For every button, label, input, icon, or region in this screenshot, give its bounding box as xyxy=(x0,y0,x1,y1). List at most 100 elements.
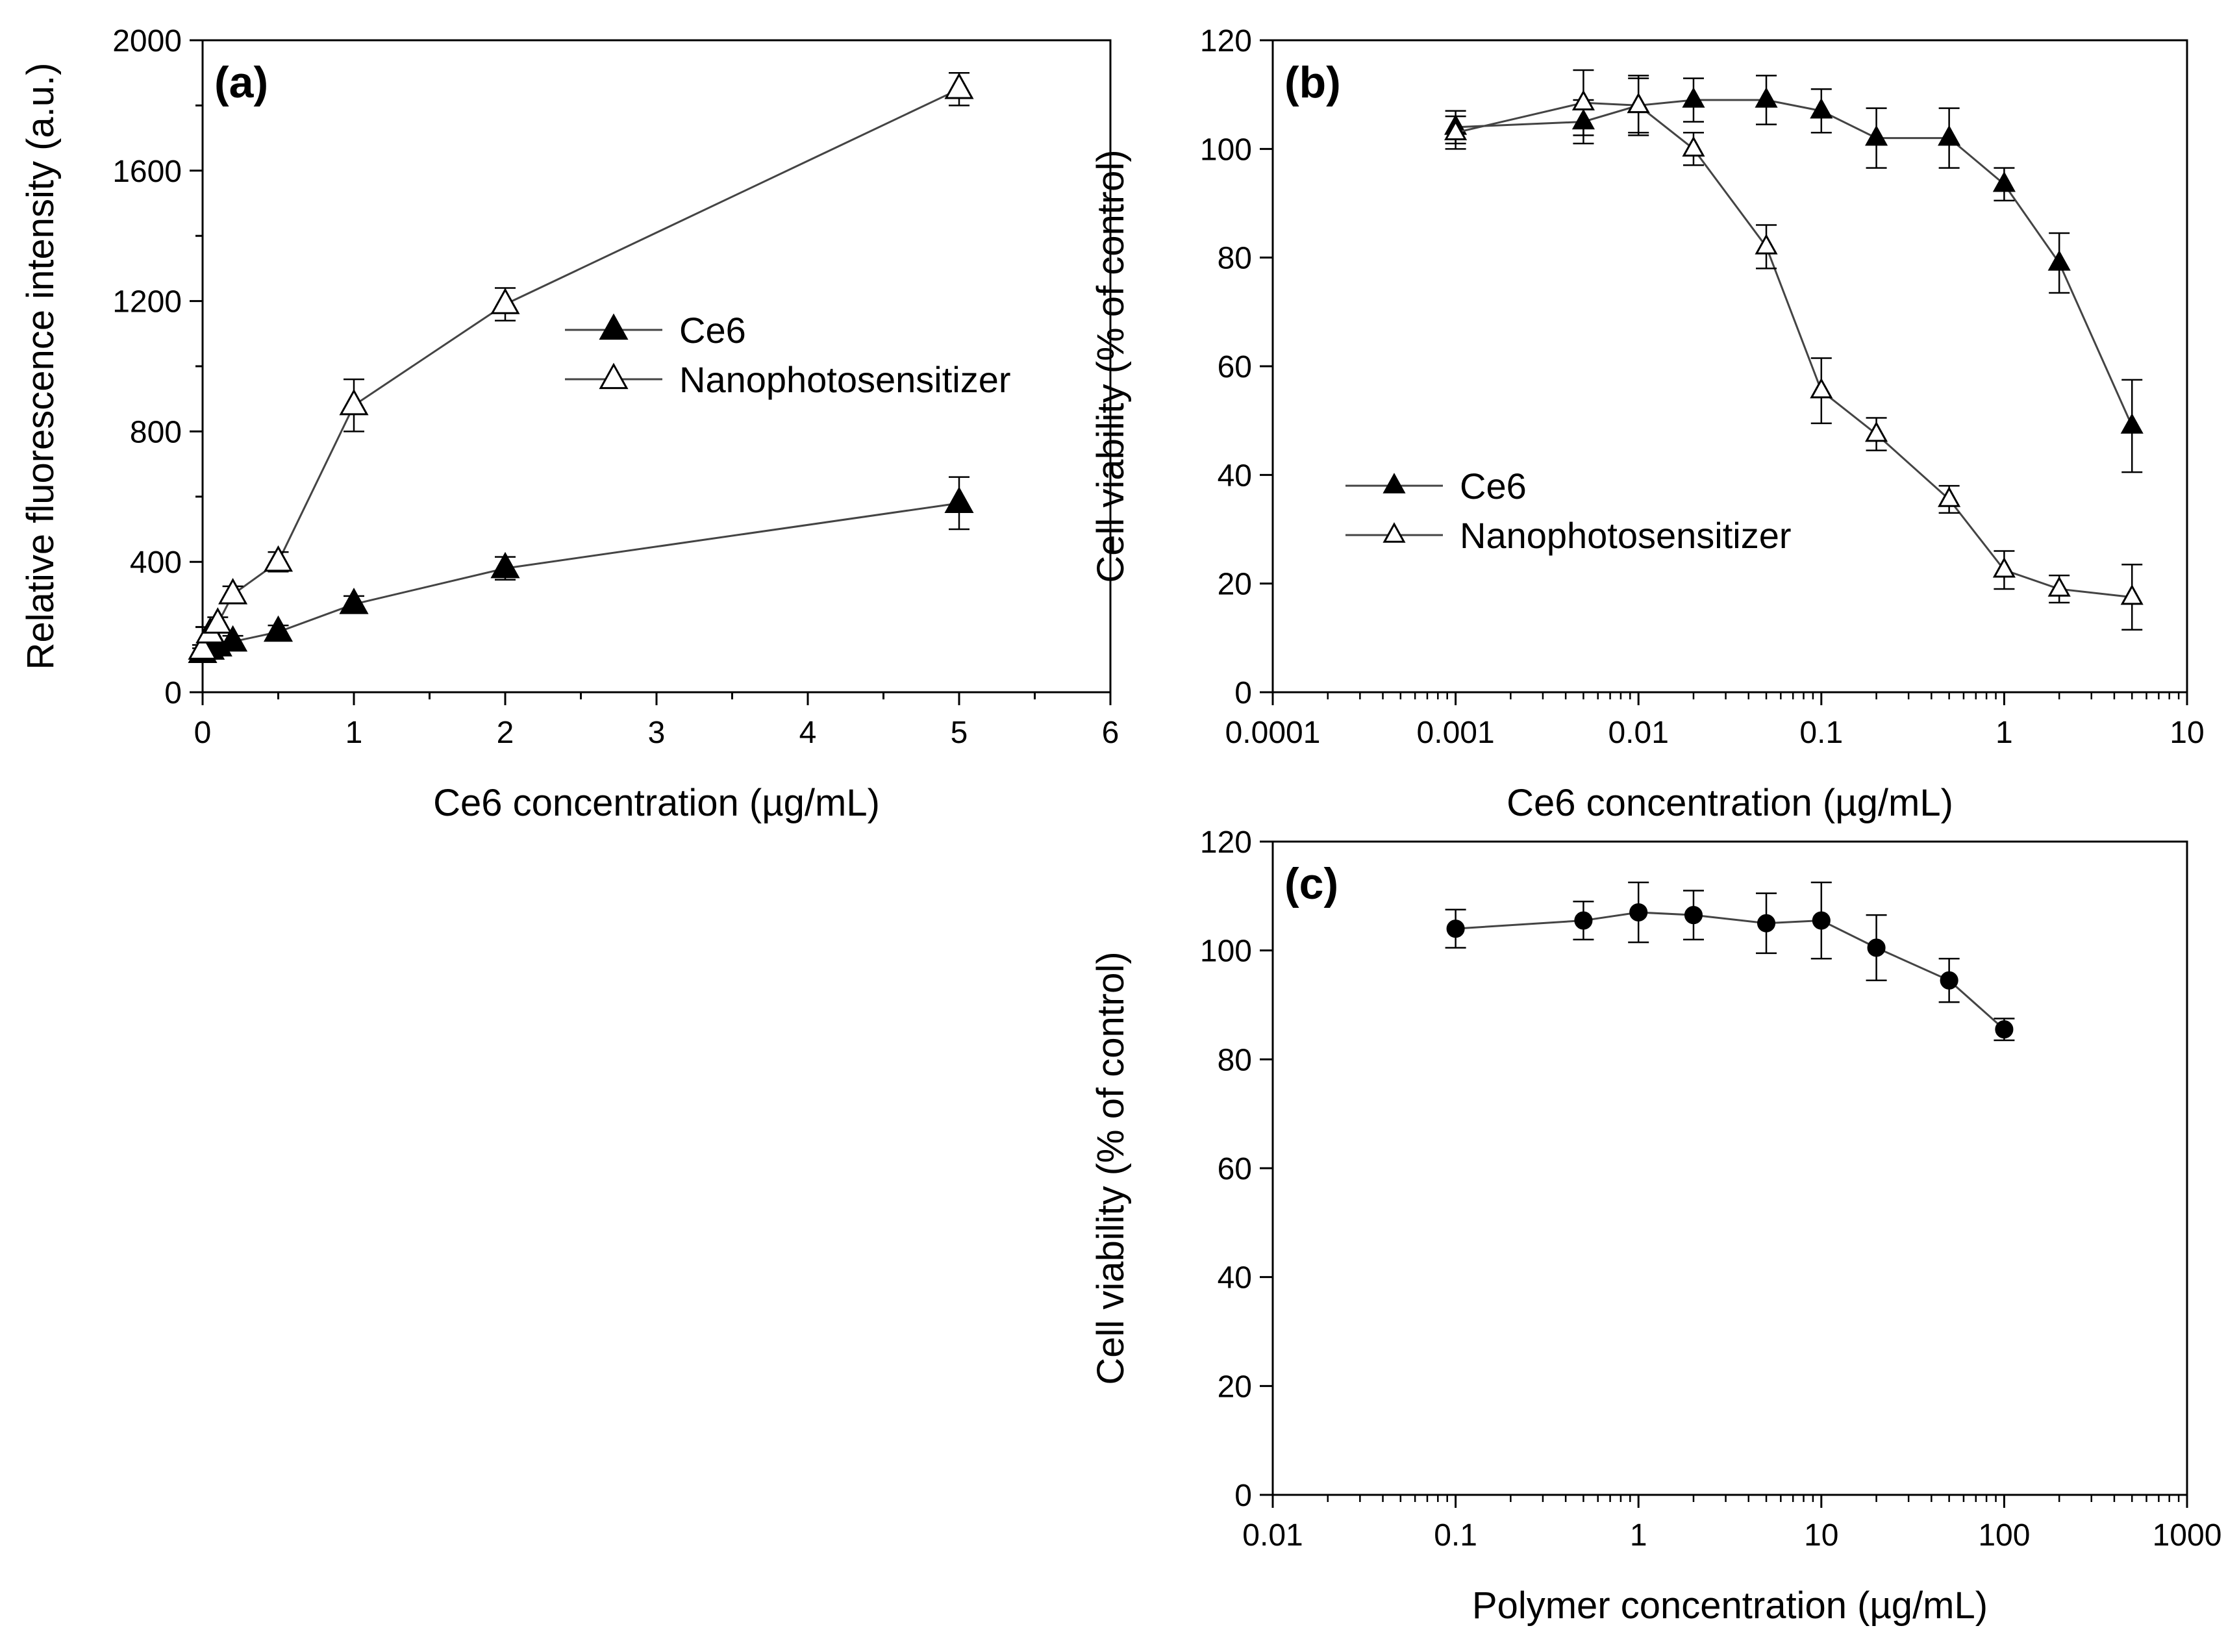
data-point xyxy=(218,625,248,652)
y-tick-label-a: 1200 xyxy=(112,285,182,319)
y-tick-label-c: 0 xyxy=(1234,1479,1252,1513)
y-tick-label-c: 80 xyxy=(1218,1043,1252,1077)
data-point xyxy=(1938,125,1961,146)
x-tick-label-a: 1 xyxy=(345,716,363,750)
legend-marker xyxy=(1382,522,1406,543)
data-point xyxy=(1444,119,1468,140)
y-tick-label-b: 20 xyxy=(1218,568,1252,602)
data-point xyxy=(1812,911,1831,930)
y-tick-label-a: 800 xyxy=(130,415,182,449)
y-tick-label-a: 2000 xyxy=(112,24,182,58)
y-tick-label-c: 20 xyxy=(1218,1370,1252,1404)
data-point xyxy=(944,72,974,99)
legend-marker xyxy=(599,313,629,340)
data-point xyxy=(1755,234,1778,255)
y-tick-label-a: 1600 xyxy=(112,155,182,189)
y-tick-label-a: 400 xyxy=(130,545,182,580)
series-b-1 xyxy=(1444,69,2144,631)
y-tick-label-a: 0 xyxy=(164,676,182,710)
data-point xyxy=(490,551,520,579)
data-point xyxy=(188,633,218,660)
data-point xyxy=(263,545,294,572)
data-point xyxy=(2047,576,2071,597)
data-point xyxy=(263,615,294,642)
x-tick-label-c: 0.1 xyxy=(1434,1518,1477,1553)
legend-a: Ce6 Nanophotosensitizer xyxy=(565,310,1011,400)
series-b-0 xyxy=(1444,75,2144,473)
series-a-0 xyxy=(188,476,974,663)
y-tick-label-b: 60 xyxy=(1218,350,1252,384)
x-tick-label-b: 0.1 xyxy=(1799,716,1843,750)
y-tick-label-b: 80 xyxy=(1218,242,1252,276)
x-tick-label-b: 0.0001 xyxy=(1225,716,1321,750)
panel-label-a: (a) xyxy=(214,58,268,107)
legend-label: Nanophotosensitizer xyxy=(1460,515,1792,556)
y-axis-title-c: Cell viability (% of control) xyxy=(1090,951,1132,1384)
y-tick-label-c: 100 xyxy=(1200,934,1252,969)
x-tick-label-b: 1 xyxy=(1995,716,2013,750)
y-axis-title-a: Relative fluorescence intensity (a.u.) xyxy=(19,63,62,670)
x-tick-label-a: 4 xyxy=(799,716,817,750)
x-tick-label-b: 0.001 xyxy=(1417,716,1495,750)
series-line-b-0 xyxy=(1455,99,2133,427)
legend-marker xyxy=(599,362,629,390)
y-tick-label-c: 40 xyxy=(1218,1261,1252,1295)
data-point xyxy=(1810,97,1833,119)
x-tick-label-a: 0 xyxy=(194,716,212,750)
x-tick-label-b: 0.01 xyxy=(1608,716,1668,750)
panel-label-b: (b) xyxy=(1284,58,1341,107)
y-tick-label-b: 100 xyxy=(1200,132,1252,167)
chart-panel-a: 0 400 800 1200 1600 2000 0 1 2 3 4 5 6 Ce6 concentrat… xyxy=(19,24,1119,824)
data-point xyxy=(2120,584,2144,605)
series-a-1 xyxy=(188,71,974,660)
y-tick-label-b: 0 xyxy=(1234,676,1252,710)
legend-label: Nanophotosensitizer xyxy=(679,359,1011,400)
y-tick-label-b: 120 xyxy=(1200,24,1252,58)
data-point xyxy=(1684,906,1703,925)
data-point xyxy=(1995,1020,2014,1039)
y-tick-label-c: 120 xyxy=(1200,825,1252,860)
data-point xyxy=(339,588,369,614)
x-tick-label-a: 2 xyxy=(497,716,514,750)
x-tick-label-c: 1000 xyxy=(2153,1518,2222,1553)
y-tick-label-b: 40 xyxy=(1218,458,1252,493)
chart-panel-c: 0 20 40 60 80 100 120 0.01 0.1 1 10 100 1000 Polymer … xyxy=(1090,825,2221,1627)
series-line-c-0 xyxy=(1455,911,2005,1031)
legend-b: Ce6 Nanophotosensitizer xyxy=(1345,466,1792,556)
data-point xyxy=(2120,413,2144,434)
data-point xyxy=(1867,938,1886,957)
data-point xyxy=(218,577,248,605)
data-point xyxy=(2047,250,2071,271)
legend-label: Ce6 xyxy=(1460,466,1527,507)
x-axis-title-b: Ce6 concentration (µg/mL) xyxy=(1507,782,1953,824)
x-tick-label-b: 10 xyxy=(2170,716,2204,750)
data-point xyxy=(1938,486,1961,507)
series-c-0 xyxy=(1445,881,2015,1042)
plot-frame-c xyxy=(1271,840,2188,1496)
data-point xyxy=(1992,171,2016,192)
chart-panel-b: 0 20 40 60 80 100 120 0.0001 0.001 0.01 0.1 1 10 Ce6 … xyxy=(1090,24,2205,824)
data-point xyxy=(1446,920,1465,938)
data-point xyxy=(339,388,369,416)
y-tick-label-c: 60 xyxy=(1218,1152,1252,1186)
x-axis-title-a: Ce6 concentration (µg/mL) xyxy=(433,782,880,824)
x-axis-title-c: Polymer concentration (µg/mL) xyxy=(1472,1584,1988,1627)
data-point xyxy=(1574,911,1593,930)
legend-label: Ce6 xyxy=(679,310,746,351)
data-point xyxy=(1865,421,1888,442)
data-point xyxy=(1992,557,2016,578)
data-point xyxy=(1865,125,1888,146)
legend-marker xyxy=(1382,473,1406,494)
x-tick-label-c: 1 xyxy=(1630,1518,1647,1553)
data-point xyxy=(490,288,520,314)
x-tick-label-a: 3 xyxy=(648,716,666,750)
data-point xyxy=(1682,87,1705,108)
x-tick-label-c: 0.01 xyxy=(1242,1518,1303,1553)
x-tick-label-c: 10 xyxy=(1804,1518,1838,1553)
data-point xyxy=(203,607,232,634)
data-point xyxy=(1682,136,1705,157)
panel-label-c: (c) xyxy=(1284,859,1338,908)
data-point xyxy=(1627,92,1650,114)
data-point xyxy=(1755,87,1778,108)
